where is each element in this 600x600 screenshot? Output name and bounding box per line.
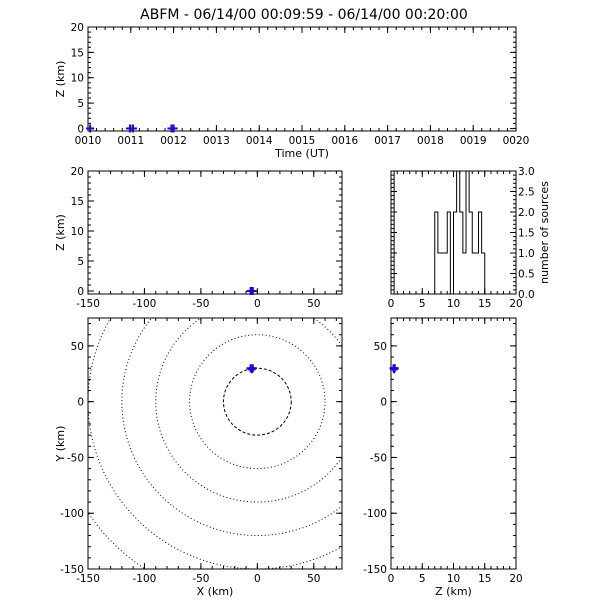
x-tick-label: -50: [192, 298, 209, 310]
y-tick-label: 50: [374, 341, 387, 353]
y-tick-label: 20: [71, 22, 84, 34]
y-tick-label: 0.5: [518, 269, 535, 281]
y-tick-label: -150: [363, 564, 387, 576]
x-tick-label: 0014: [246, 135, 273, 147]
y-tick-label: 2.0: [518, 207, 535, 219]
x-tick-label: 0017: [374, 135, 401, 147]
y-tick-label: 50: [71, 341, 84, 353]
x-tick-label: -100: [133, 573, 157, 585]
x-tick-label: 10: [447, 298, 460, 310]
y-tick-label: 0.0: [518, 289, 535, 301]
y-tick-label: -100: [363, 508, 387, 520]
range-ring: [222, 367, 292, 436]
x-tick-label: 0011: [117, 135, 144, 147]
x-tick-label: 5: [419, 298, 426, 310]
y-tick-label: 10: [71, 226, 84, 238]
x-tick-label: 0020: [503, 135, 530, 147]
source-point: [169, 124, 178, 133]
x-tick-label: 20: [509, 298, 522, 310]
x-tick-label: 0019: [460, 135, 487, 147]
x-tick-label: 15: [478, 573, 491, 585]
axis-frame: [87, 317, 343, 570]
x-tick-label: -150: [76, 573, 100, 585]
source-point: [246, 287, 255, 295]
x-tick-label: 0015: [289, 135, 316, 147]
y-tick-label: 15: [71, 196, 84, 208]
histogram-line: [391, 171, 516, 294]
axis-frame: [87, 26, 517, 132]
x-axis-label: X (km): [197, 585, 234, 598]
range-ring: [189, 334, 326, 470]
x-tick-label: 50: [307, 573, 320, 585]
range-ring: [88, 511, 147, 569]
axis-frame: [87, 170, 343, 295]
y-tick-label: 20: [71, 166, 84, 178]
panel-time-height: 0010 0011 0012 0013 0014 0015 0016 0017 0018 0019…: [54, 22, 529, 160]
x-tick-label: 0013: [203, 135, 230, 147]
x-tick-label: 20: [509, 573, 522, 585]
y-tick-label: 0: [380, 397, 387, 409]
y-tick-label: 0: [77, 286, 84, 298]
range-rings: [88, 318, 342, 569]
source-point: [86, 124, 95, 133]
y-tick-label: -100: [60, 508, 84, 520]
y-tick-label: 0: [77, 397, 84, 409]
x-tick-label: 0: [388, 573, 395, 585]
x-axis-label: Time (UT): [274, 147, 329, 160]
x-tick-label: 0018: [417, 135, 444, 147]
y-axis-label: Z (km): [54, 214, 67, 251]
y-tick-label: 10: [71, 73, 84, 85]
panel-plan-view: -150 -100 -50 0 50 -150 -100 -50 0 50 X (km) Y (km): [54, 317, 343, 598]
y-tick-label: -50: [370, 452, 387, 464]
x-axis-label: Z (km): [435, 585, 472, 598]
x-tick-label: 50: [307, 298, 320, 310]
x-tick-label: 10: [447, 573, 460, 585]
panel-x-height: -150 -100 -50 0 50 0 5 10 15 20 Z (km): [54, 166, 343, 310]
x-tick-label: 0: [254, 298, 261, 310]
y-tick-label: 5: [77, 256, 84, 268]
y-tick-label: 3.0: [518, 166, 535, 178]
x-tick-label: 0016: [331, 135, 358, 147]
x-tick-label: 5: [419, 573, 426, 585]
panel-height-y: 0 5 10 15 20 -150 -100 -50 0 50 Z (km): [363, 317, 523, 598]
x-tick-label: 0: [388, 298, 395, 310]
y-axis-label: Z (km): [54, 61, 67, 98]
y-tick-label: 15: [71, 47, 84, 59]
source-point: [389, 364, 398, 373]
figure-title: ABFM - 06/14/00 00:09:59 - 06/14/00 00:2…: [140, 7, 468, 23]
y-tick-label: 1.5: [518, 228, 535, 240]
source-point: [247, 365, 256, 374]
y-tick-label: -150: [60, 564, 84, 576]
x-tick-label: 15: [478, 298, 491, 310]
x-tick-label: 0: [254, 573, 261, 585]
source-point: [246, 364, 255, 373]
range-ring: [155, 318, 342, 503]
axis-frame: [390, 317, 517, 570]
x-tick-label: -50: [192, 573, 209, 585]
source-point: [128, 124, 137, 133]
y-tick-label: 2.5: [518, 187, 535, 199]
y-tick-label: -50: [67, 452, 84, 464]
y-tick-label: 0: [77, 123, 84, 135]
x-tick-label: -100: [133, 298, 157, 310]
y-tick-label: 5: [77, 98, 84, 110]
y-axis-label: Y (km): [54, 426, 67, 463]
y-tick-label: 1.0: [518, 248, 535, 260]
y-axis-label: number of sources: [538, 181, 551, 284]
x-tick-label: 0012: [160, 135, 187, 147]
x-tick-label: -150: [76, 298, 100, 310]
x-tick-label: 0010: [75, 135, 102, 147]
